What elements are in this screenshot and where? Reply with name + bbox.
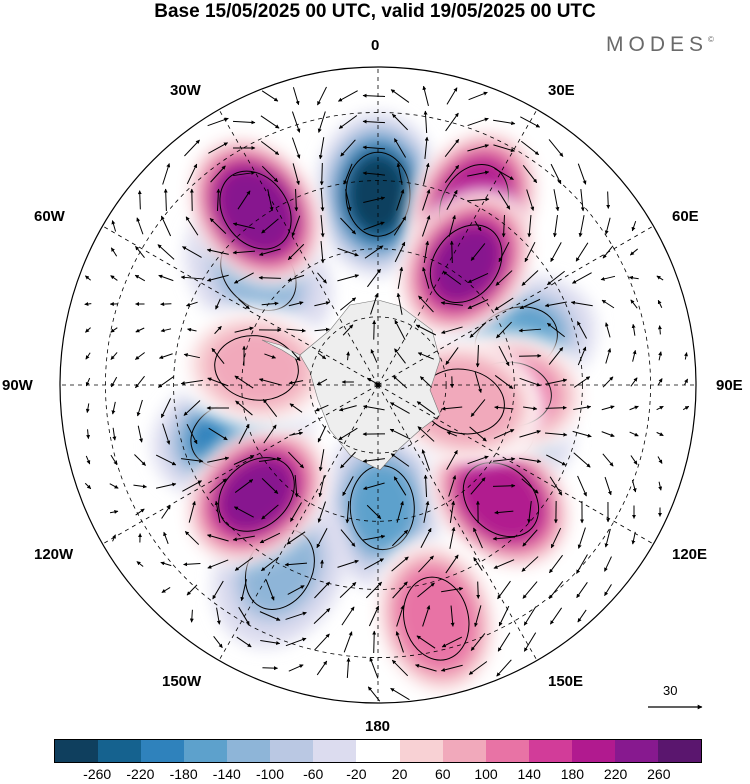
- colorbar-swatch: [443, 740, 486, 762]
- lon-label-60w: 60W: [34, 208, 65, 226]
- lon-label-90w: 90W: [2, 377, 33, 395]
- colorbar-swatch: [400, 740, 443, 762]
- wind-vector: [85, 304, 92, 305]
- colorbar-tick-label: -20: [346, 766, 366, 782]
- colorbar-tick-label: -260: [83, 766, 111, 782]
- wind-vector: [452, 241, 453, 263]
- wind-vector: [262, 668, 277, 669]
- colorbar-swatch: [184, 740, 227, 762]
- lon-label-90e: 90E: [716, 377, 743, 395]
- colorbar-tick-label: -180: [170, 766, 198, 782]
- colorbar-tick-label: -220: [126, 766, 154, 782]
- colorbar-tick-label: 180: [561, 766, 584, 782]
- reference-vector-label: 30: [663, 683, 677, 698]
- colorbar-tick-label: 20: [392, 766, 408, 782]
- colorbar-tick-label: 220: [604, 766, 627, 782]
- wind-vector: [608, 192, 609, 209]
- wind-vector: [161, 304, 172, 305]
- colorbar-tick-label: 60: [435, 766, 451, 782]
- wind-vector: [493, 486, 515, 487]
- wind-vector: [322, 163, 323, 185]
- wind-vector: [374, 320, 375, 339]
- colorbar-swatch: [572, 740, 615, 762]
- wind-vector: [478, 582, 479, 599]
- wind-vector: [546, 408, 567, 409]
- colorbar-swatch: [270, 740, 313, 762]
- lon-label-120e: 120E: [672, 546, 707, 564]
- colorbar-swatch: [486, 740, 529, 762]
- colorbar-tick-label: -140: [213, 766, 241, 782]
- lon-label-30w: 30W: [170, 82, 201, 100]
- colorbar-swatch: [529, 740, 572, 762]
- colorbar-tick-label: 260: [647, 766, 670, 782]
- lon-label-30e: 30E: [548, 82, 575, 100]
- lon-label-150e: 150E: [548, 673, 583, 691]
- colorbar-ticks: -260 -220 -180 -140 -100 -60 -20 20 60 100 140 180 2…: [54, 766, 702, 784]
- lon-label-0: 0: [371, 37, 379, 55]
- colorbar-tick-label: 100: [474, 766, 497, 782]
- lon-label-60e: 60E: [672, 208, 699, 226]
- wind-vector: [374, 631, 375, 653]
- colorbar-swatch: [227, 740, 270, 762]
- colorbar-tick-label: -60: [303, 766, 323, 782]
- colorbar-swatch: [658, 740, 701, 762]
- lon-label-150w: 150W: [162, 673, 201, 691]
- colorbar-swatch: [356, 740, 399, 762]
- colorbar-swatch: [141, 740, 184, 762]
- colorbar-tick-label: 140: [518, 766, 541, 782]
- wind-vector: [322, 560, 323, 568]
- colorbar-tick-label: -100: [256, 766, 284, 782]
- colorbar-swatch: [98, 740, 141, 762]
- colorbar-swatch: [615, 740, 658, 762]
- colorbar-swatch: [313, 740, 356, 762]
- colorbar-swatch: [55, 740, 98, 762]
- wind-vector: [140, 191, 141, 210]
- lon-label-120w: 120W: [34, 546, 73, 564]
- colorbar: [54, 739, 702, 763]
- lon-label-180: 180: [365, 718, 390, 736]
- south-pole-marker: [376, 383, 381, 388]
